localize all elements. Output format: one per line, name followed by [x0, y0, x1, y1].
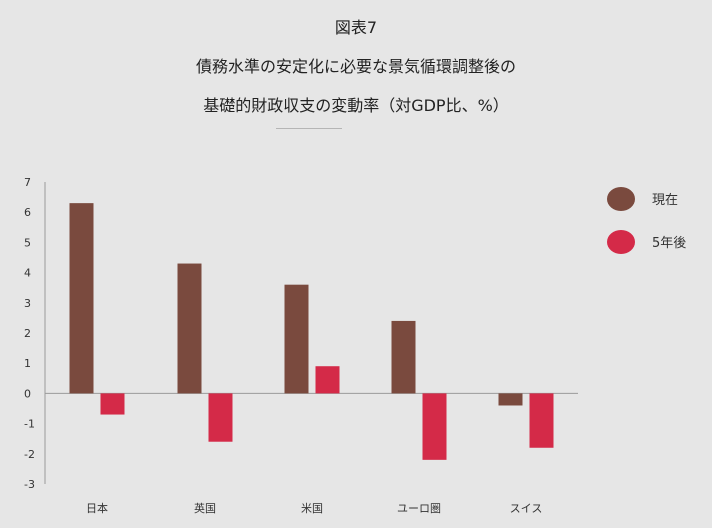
title-divider — [276, 128, 342, 129]
bar-current-3 — [391, 320, 416, 394]
y-tick-label: -1 — [24, 418, 35, 431]
bars — [69, 203, 554, 460]
x-category-label: ユーロ圏 — [397, 502, 441, 515]
bar-current-4 — [498, 393, 523, 406]
y-tick-label: 2 — [24, 327, 31, 340]
legend-label: 現在 — [652, 193, 678, 208]
bar-five-years-1 — [208, 393, 233, 442]
y-tick-label: -2 — [24, 448, 35, 461]
y-tick-label: 5 — [24, 236, 31, 249]
chart-title-line-1: 債務水準の安定化に必要な景気循環調整後の — [195, 57, 516, 76]
bar-five-years-0 — [100, 393, 125, 415]
y-tick-label: 1 — [24, 357, 31, 370]
x-axis-labels: 日本 英国 米国 ユーロ圏 スイス — [86, 501, 542, 515]
x-category-label: 英国 — [194, 501, 216, 515]
y-tick-label: 4 — [24, 267, 31, 280]
bar-five-years-4 — [529, 393, 554, 448]
legend-marker-five-years — [607, 230, 635, 254]
legend-label: 5年後 — [652, 236, 686, 251]
legend: 現在 5年後 — [607, 187, 686, 254]
bar-current-2 — [284, 284, 309, 394]
y-tick-label: 3 — [24, 297, 31, 310]
y-tick-label: 0 — [24, 387, 31, 400]
chart-title-line-2: 基礎的財政収支の変動率（対GDP比、%） — [203, 96, 509, 115]
y-tick-label: 7 — [24, 176, 31, 189]
y-tick-label: -3 — [24, 478, 35, 491]
y-tick-label: 6 — [24, 206, 31, 219]
x-category-label: スイス — [510, 502, 543, 515]
x-category-label: 米国 — [301, 502, 323, 515]
bar-current-0 — [69, 203, 94, 394]
x-category-label: 日本 — [86, 501, 108, 515]
bar-current-1 — [177, 263, 202, 394]
legend-marker-current — [607, 187, 635, 211]
y-axis: -3 -2 -1 0 1 2 3 4 5 6 7 — [24, 176, 578, 491]
chart-title-figure-number: 図表7 — [334, 18, 378, 37]
bar-five-years-2 — [315, 366, 340, 394]
bar-five-years-3 — [422, 393, 447, 460]
